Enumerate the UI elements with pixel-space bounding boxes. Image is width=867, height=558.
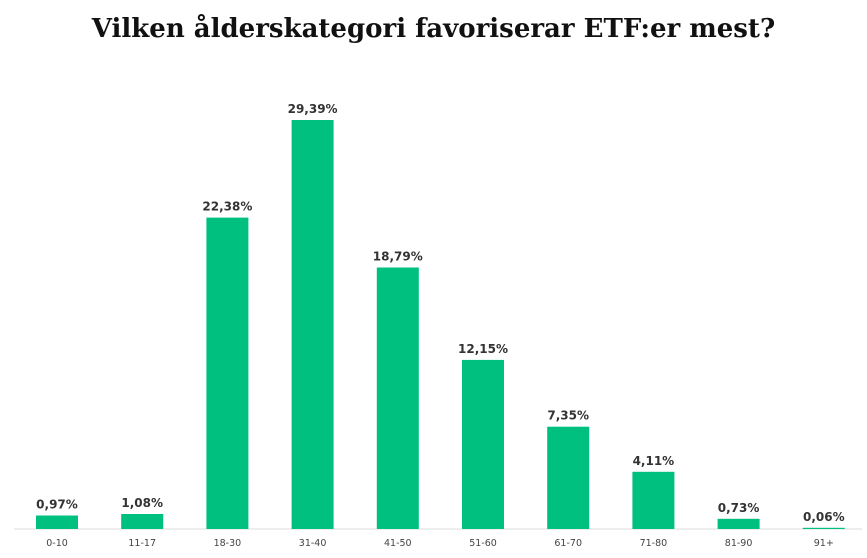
bar-0-10 [36, 515, 78, 529]
bar-11-17 [121, 514, 164, 529]
bar-31-40 [291, 120, 334, 529]
x-tick-label: 0-10 [46, 538, 68, 549]
bars-group [36, 120, 845, 529]
x-tick-labels-group: 0-10 11-17 18-30 31-40 41-50 51-60 61-70 71-80 8… [46, 538, 834, 549]
value-label: 0,73% [718, 501, 760, 515]
x-tick-label: 61-70 [554, 538, 582, 549]
x-tick-label: 71-80 [640, 538, 668, 549]
value-label: 18,79% [373, 250, 423, 264]
x-tick-label: 18-30 [214, 538, 242, 549]
x-tick-label: 51-60 [469, 538, 497, 549]
value-label: 0,06% [803, 510, 845, 524]
value-label: 22,38% [202, 200, 252, 214]
x-tick-label: 11-17 [128, 538, 156, 549]
bar-18-30 [206, 217, 249, 529]
chart-title: Vilken ålderskategori favoriserar ETF:er… [91, 14, 776, 44]
x-tick-label: 31-40 [299, 538, 327, 549]
value-label: 12,15% [458, 342, 508, 356]
x-tick-label: 81-90 [725, 538, 753, 549]
bar-91+ [802, 527, 845, 529]
value-label: 7,35% [547, 409, 589, 423]
value-labels-group: 0,97% 1,08% 22,38% 29,39% 18,79% 12,15% 7,35% 4… [36, 102, 844, 524]
value-label: 29,39% [288, 102, 338, 116]
bar-61-70 [547, 426, 590, 529]
value-label: 0,97% [36, 498, 78, 512]
bar-81-90 [717, 518, 760, 529]
value-label: 1,08% [121, 496, 163, 510]
value-label: 4,11% [633, 454, 675, 468]
bar-51-60 [462, 359, 504, 529]
bar-41-50 [376, 267, 419, 529]
x-tick-label: 41-50 [384, 538, 412, 549]
bar-71-80 [632, 471, 675, 529]
x-tick-label: 91+ [814, 538, 834, 549]
